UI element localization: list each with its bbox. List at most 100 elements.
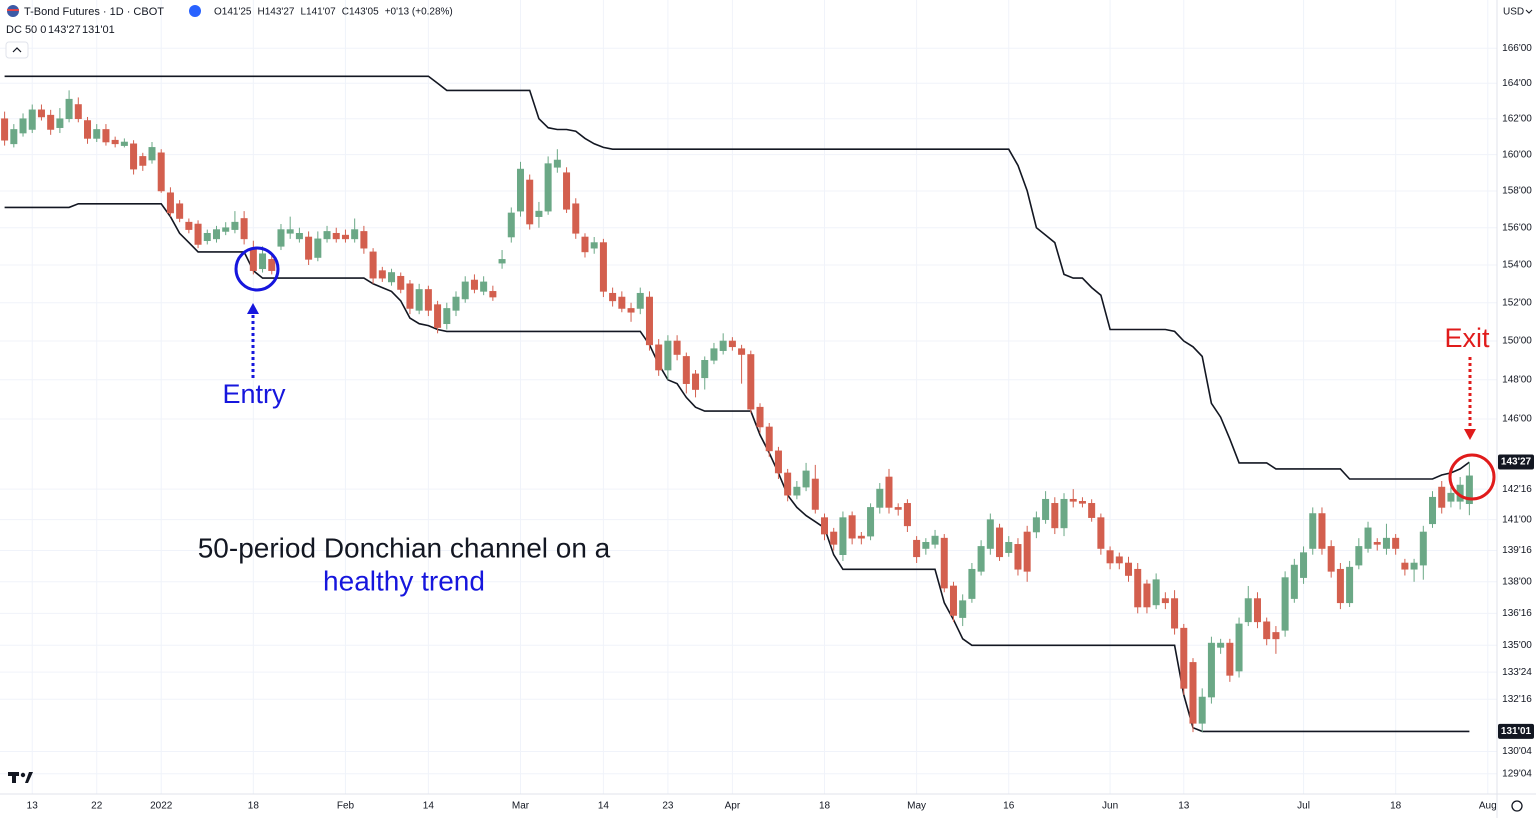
indicator-name[interactable]: DC 50 0 (6, 24, 46, 36)
candle-body (360, 231, 368, 249)
candle-body (28, 109, 36, 130)
candle-body (830, 531, 838, 545)
x-tick-label: 18 (1390, 801, 1402, 812)
y-tick-label: 156'00 (1502, 222, 1532, 233)
y-tick-label: 154'00 (1502, 260, 1532, 271)
candle-body (1106, 550, 1114, 564)
candle-body (268, 259, 276, 271)
candle-body (811, 478, 819, 510)
candle-body (1373, 541, 1381, 545)
candle-body (1281, 577, 1289, 631)
channel-upper (4, 75, 1470, 480)
x-tick-label: 18 (819, 801, 831, 812)
candle-body (673, 340, 681, 355)
candle-body (84, 120, 92, 139)
candle-body (1272, 632, 1280, 640)
candle-body (1143, 583, 1151, 608)
candle-body (922, 541, 930, 549)
logo-part (12, 772, 16, 783)
price-label-box (1498, 454, 1534, 470)
candle-body (1032, 517, 1040, 533)
candle-body (710, 348, 718, 361)
candle-body (774, 450, 782, 474)
exit-label: Exit (1444, 323, 1490, 353)
entry-arrowhead (247, 303, 259, 314)
candle-body (1207, 642, 1215, 698)
x-tick-label: Jun (1102, 801, 1118, 812)
plot-area (1, 75, 1473, 733)
x-tick-label: Feb (337, 801, 355, 812)
candle-body (821, 517, 829, 535)
candle-body (498, 259, 506, 264)
candle-body (867, 507, 875, 537)
y-tick-label: 141'00 (1502, 514, 1532, 525)
candle-body (47, 114, 55, 130)
candle-body (903, 503, 911, 527)
candle-body (692, 373, 700, 390)
x-tick-label: 16 (1003, 801, 1015, 812)
y-tick-label: 146'00 (1502, 414, 1532, 425)
candle-body (1355, 546, 1363, 566)
x-tick-label: 14 (423, 801, 435, 812)
y-tick-label: 166'00 (1502, 43, 1532, 54)
replay-icon[interactable] (189, 5, 201, 17)
candle-body (295, 232, 303, 240)
collapse-button[interactable] (5, 41, 29, 59)
candle-body (10, 129, 18, 145)
candle-body (1198, 696, 1206, 724)
y-tick-label: 164'00 (1502, 78, 1532, 89)
currency-label[interactable]: USD (1503, 7, 1524, 18)
candle-body (1290, 564, 1298, 599)
candle-body (240, 218, 248, 240)
candle-body (19, 118, 27, 134)
x-tick-label: 13 (1178, 801, 1190, 812)
price-label: 131'01 (1501, 726, 1532, 737)
logo-part (25, 772, 33, 783)
candle-body (977, 546, 985, 572)
candle-body (553, 159, 561, 168)
y-tick-label: 150'00 (1502, 336, 1532, 347)
x-tick-label: 14 (598, 801, 610, 812)
candle-body (507, 212, 515, 238)
candle-body (480, 281, 488, 292)
candle-body (1014, 544, 1022, 570)
y-tick-label: 135'00 (1502, 640, 1532, 651)
candle-body (1134, 568, 1142, 608)
candle-body (1088, 503, 1096, 518)
candle-body (1336, 568, 1344, 604)
candle-body (397, 275, 405, 290)
x-tick-label: 22 (91, 801, 103, 812)
candle-body (1244, 598, 1252, 623)
candle-body (415, 289, 423, 311)
candle-body (157, 152, 165, 192)
candle-body (1226, 642, 1234, 676)
candle-body (489, 291, 497, 298)
tv-logo[interactable] (8, 772, 33, 783)
candle-body (443, 308, 451, 325)
candle-body (839, 517, 847, 556)
candle-body (848, 515, 856, 539)
candle-body (148, 147, 156, 161)
entry-circle (234, 246, 280, 292)
logo-part (20, 772, 26, 778)
candle-body (913, 539, 921, 558)
symbol-title[interactable]: T-Bond Futures · 1D · CBOT (24, 6, 164, 18)
y-tick-label: 132'16 (1502, 694, 1532, 705)
channel-lower (4, 203, 1470, 733)
candle-body (581, 236, 589, 253)
candle-body (590, 242, 598, 249)
candle-body (249, 247, 257, 271)
candle-body (857, 535, 865, 539)
x-tick-label: May (907, 801, 926, 812)
settings-icon[interactable] (1511, 800, 1523, 812)
candle-body (1419, 531, 1427, 566)
x-tick-label: Mar (512, 801, 530, 812)
candle-body (369, 251, 377, 279)
price-label: 143'27 (1501, 457, 1532, 468)
candle-body (1300, 552, 1308, 578)
candle-body (747, 354, 755, 410)
candle-body (259, 253, 267, 270)
candle-body (65, 98, 73, 120)
candle-body (314, 238, 322, 258)
